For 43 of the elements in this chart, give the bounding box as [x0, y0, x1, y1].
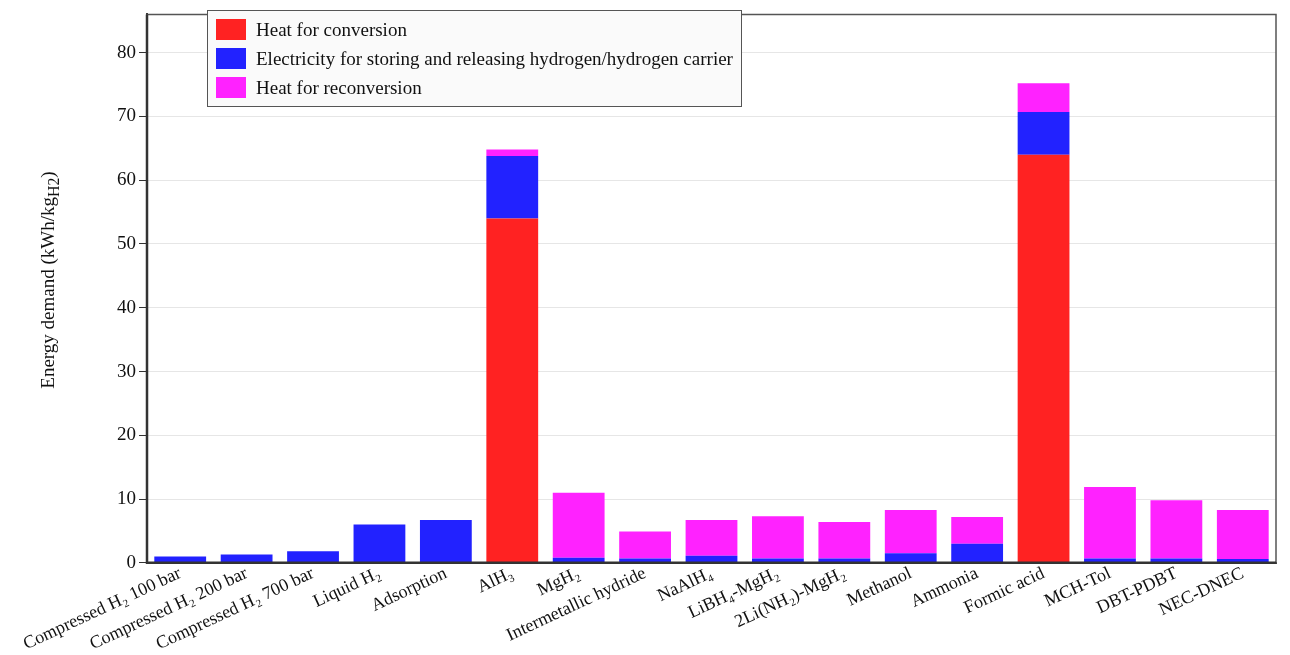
bar	[486, 218, 539, 563]
bar	[1150, 558, 1203, 563]
bar	[752, 516, 804, 559]
bar	[951, 516, 1004, 544]
y-tick-label: 20	[117, 423, 136, 445]
legend-label: Heat for reconversion	[256, 76, 422, 99]
bar	[486, 149, 539, 156]
y-tick-label: 60	[117, 168, 136, 190]
bar	[552, 492, 605, 558]
bar	[884, 509, 937, 554]
bar	[1150, 500, 1203, 559]
x-tick-label: AlH₃	[473, 562, 516, 597]
bar	[220, 554, 273, 563]
y-tick-label: 50	[117, 231, 136, 253]
bar	[287, 551, 339, 563]
bar	[353, 524, 406, 563]
y-tick-label: 30	[117, 359, 136, 381]
y-tick-label: 40	[117, 295, 136, 317]
bar	[1216, 559, 1269, 563]
y-tick-label: 80	[117, 40, 136, 62]
bar	[1084, 486, 1136, 559]
bar	[486, 155, 539, 219]
bar	[1017, 154, 1070, 563]
bar	[1084, 558, 1136, 563]
legend-label: Heat for conversion	[256, 18, 407, 41]
bar	[154, 556, 207, 563]
bar	[1017, 111, 1070, 155]
bar	[1216, 509, 1269, 560]
bar	[619, 558, 671, 563]
bar	[951, 543, 1004, 563]
bar	[419, 520, 472, 563]
bar	[752, 558, 804, 563]
bar	[818, 522, 871, 559]
y-tick-label: 70	[117, 104, 136, 126]
bar	[685, 520, 738, 556]
bar	[818, 558, 871, 563]
bar	[884, 553, 937, 563]
y-tick-label: 10	[117, 487, 136, 509]
bar	[1017, 83, 1070, 112]
bar	[685, 555, 738, 563]
y-tick-label: 0	[126, 550, 136, 572]
bar	[619, 531, 671, 559]
legend-label: Electricity for storing and releasing hydrogen/hydrogen carrier	[256, 47, 733, 70]
